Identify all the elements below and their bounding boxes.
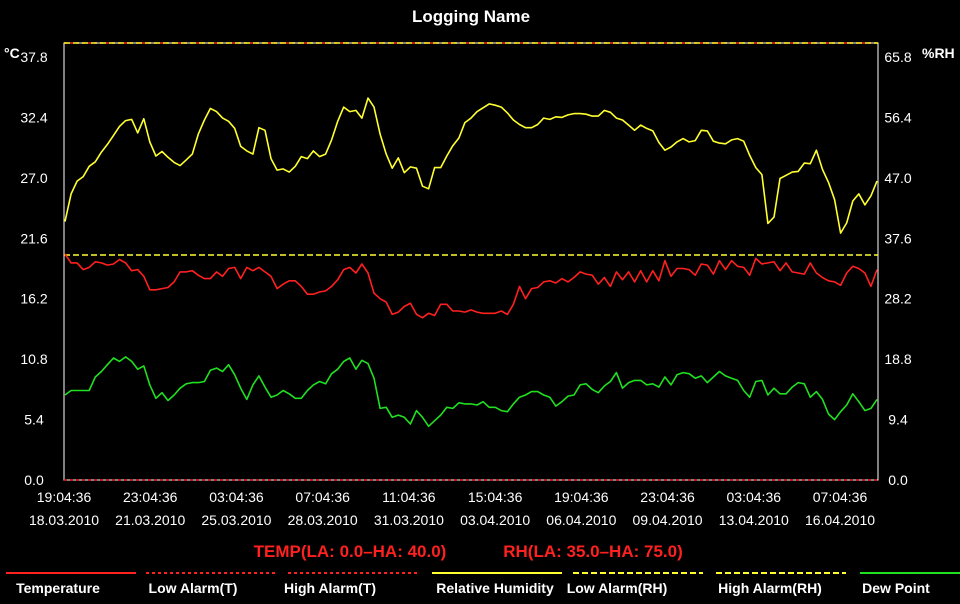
- x-tick-time: 11:04:36: [382, 489, 436, 505]
- left-tick-label: 0.0: [24, 472, 44, 488]
- left-tick-label: 32.4: [20, 109, 47, 125]
- x-tick-time: 15:04:36: [468, 489, 523, 505]
- alarm-lines: [64, 42, 878, 481]
- legend-label: Low Alarm(T): [149, 580, 238, 596]
- right-tick-label: 56.4: [884, 109, 911, 125]
- legend-label: Dew Point: [862, 580, 930, 596]
- left-axis-unit: °C: [4, 45, 20, 61]
- x-tick-date: 09.04.2010: [633, 512, 703, 528]
- x-tick-date: 06.04.2010: [546, 512, 616, 528]
- x-tick-time: 19:04:36: [37, 489, 92, 505]
- x-tick-date: 16.04.2010: [805, 512, 875, 528]
- x-axis-ticks: 19:04:36 18.03.2010 23:04:36 21.03.2010 03:0…: [29, 489, 875, 528]
- x-tick-time: 03:04:36: [209, 489, 264, 505]
- x-tick-time: 03:04:36: [727, 489, 782, 505]
- right-tick-label: 9.4: [888, 412, 908, 428]
- right-axis-unit: %RH: [922, 45, 955, 61]
- legend: Temperature Low Alarm(T) High Alarm(T) Rela…: [6, 572, 960, 596]
- left-axis-ticks: 37.8 32.4 27.0 21.6 16.2 10.8 5.4 0.0: [20, 49, 47, 488]
- right-tick-label: 37.6: [884, 230, 911, 246]
- x-tick-date: 28.03.2010: [288, 512, 358, 528]
- x-tick-date: 13.04.2010: [719, 512, 789, 528]
- x-tick-date: 31.03.2010: [374, 512, 444, 528]
- right-tick-label: 0.0: [888, 472, 908, 488]
- x-tick-date: 21.03.2010: [115, 512, 185, 528]
- x-tick-time: 07:04:36: [813, 489, 868, 505]
- left-tick-label: 27.0: [20, 170, 47, 186]
- legend-label: High Alarm(RH): [718, 580, 822, 596]
- right-axis-ticks: 65.8 56.4 47.0 37.6 28.2 18.8 9.4 0.0: [884, 49, 911, 488]
- x-tick-time: 23:04:36: [640, 489, 695, 505]
- legend-label: Low Alarm(RH): [567, 580, 668, 596]
- series-line-relative-humidity: [64, 97, 878, 234]
- legend-label: High Alarm(T): [284, 580, 376, 596]
- series-lines: [64, 97, 878, 428]
- x-tick-date: 18.03.2010: [29, 512, 99, 528]
- temp-limits-label: TEMP(LA: 0.0–HA: 40.0): [254, 542, 447, 561]
- left-tick-label: 16.2: [20, 291, 47, 307]
- legend-label: Temperature: [16, 580, 100, 596]
- right-tick-label: 18.8: [884, 351, 911, 367]
- left-tick-label: 21.6: [20, 230, 47, 246]
- right-tick-label: 47.0: [884, 170, 911, 186]
- x-tick-time: 23:04:36: [123, 489, 178, 505]
- legend-label: Relative Humidity: [436, 580, 554, 596]
- left-tick-label: 10.8: [20, 351, 47, 367]
- series-line-dew-point: [64, 356, 878, 428]
- chart-title: Logging Name: [412, 7, 530, 26]
- x-tick-date: 25.03.2010: [201, 512, 271, 528]
- x-tick-time: 07:04:36: [295, 489, 350, 505]
- x-tick-time: 19:04:36: [554, 489, 609, 505]
- rh-limits-label: RH(LA: 35.0–HA: 75.0): [503, 542, 683, 561]
- right-tick-label: 28.2: [884, 291, 911, 307]
- left-tick-label: 37.8: [20, 49, 47, 65]
- right-tick-label: 65.8: [884, 49, 911, 65]
- x-tick-date: 03.04.2010: [460, 512, 530, 528]
- series-line-temperature: [64, 253, 878, 319]
- left-tick-label: 5.4: [24, 412, 44, 428]
